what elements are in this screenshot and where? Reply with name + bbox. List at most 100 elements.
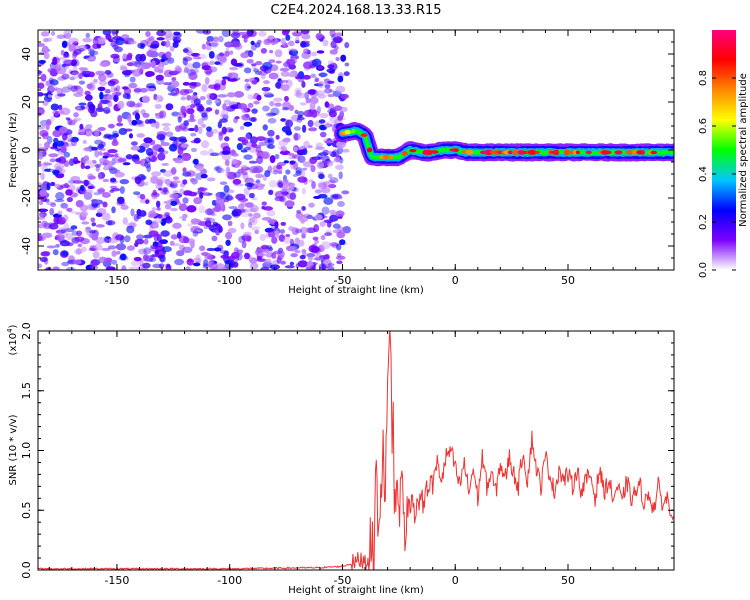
noise-speckle xyxy=(70,210,79,215)
noise-speckle xyxy=(300,30,310,35)
noise-speckle xyxy=(146,50,155,58)
noise-speckle xyxy=(257,182,262,187)
noise-speckle xyxy=(112,95,118,101)
noise-speckle xyxy=(139,87,148,93)
noise-speckle xyxy=(44,198,50,203)
noise-speckle xyxy=(145,147,154,157)
noise-speckle xyxy=(209,93,218,100)
noise-speckle xyxy=(84,165,91,170)
noise-speckle xyxy=(331,33,336,42)
noise-speckle xyxy=(52,266,60,270)
noise-speckle xyxy=(289,261,295,266)
noise-speckle xyxy=(263,66,272,74)
noise-speckle xyxy=(194,124,199,133)
noise-speckle xyxy=(248,192,255,199)
noise-speckles xyxy=(38,30,351,270)
noise-speckle xyxy=(133,88,142,93)
noise-speckle xyxy=(55,191,65,201)
noise-speckle xyxy=(128,133,134,139)
noise-speckle xyxy=(315,257,325,261)
noise-speckle xyxy=(164,40,171,48)
noise-speckle xyxy=(94,150,100,158)
noise-speckle xyxy=(155,200,161,208)
noise-speckle xyxy=(204,68,213,75)
noise-speckle xyxy=(236,249,244,254)
noise-speckle xyxy=(238,235,246,244)
noise-speckle xyxy=(102,178,110,183)
noise-speckle xyxy=(193,197,203,205)
noise-speckle xyxy=(38,162,42,167)
noise-speckle xyxy=(113,94,119,102)
noise-speckle xyxy=(241,240,247,249)
noise-speckle xyxy=(116,196,125,205)
noise-speckle xyxy=(231,158,238,165)
noise-speckle xyxy=(240,201,246,206)
noise-speckle xyxy=(45,123,50,131)
noise-speckle xyxy=(212,221,219,227)
noise-speckle xyxy=(278,182,284,188)
noise-speckle xyxy=(224,159,230,167)
noise-speckle xyxy=(136,102,143,108)
noise-speckle xyxy=(174,258,185,266)
noise-speckle xyxy=(38,59,46,64)
noise-speckle xyxy=(225,166,231,174)
noise-speckle xyxy=(152,219,163,224)
noise-speckle xyxy=(130,141,138,146)
noise-speckle xyxy=(165,263,171,268)
noise-speckle xyxy=(223,197,230,203)
noise-speckle xyxy=(128,266,139,270)
noise-speckle xyxy=(138,210,147,217)
spectrogram-y-tick-label: 20 xyxy=(20,95,33,109)
noise-speckle xyxy=(124,128,133,132)
noise-speckle xyxy=(165,51,172,59)
noise-speckle xyxy=(49,158,56,163)
noise-speckle xyxy=(250,204,260,213)
snr-x-axis-label: Height of straight line (km) xyxy=(288,585,424,596)
noise-speckle xyxy=(274,221,279,229)
noise-speckle xyxy=(297,76,305,83)
noise-speckle xyxy=(233,90,245,98)
noise-speckle xyxy=(240,211,251,218)
noise-speckle xyxy=(251,167,262,174)
noise-speckle xyxy=(81,70,86,77)
noise-speckle xyxy=(336,260,343,265)
noise-speckle xyxy=(143,247,152,255)
noise-speckle xyxy=(221,203,226,212)
noise-speckle xyxy=(114,153,119,158)
snr-panel: -150 -100 -50 0 50 0.0 0.5 1.0 1.5 2.0 Height of… xyxy=(6,322,675,596)
noise-speckle xyxy=(279,150,291,156)
noise-speckle xyxy=(147,37,154,41)
noise-speckle xyxy=(267,231,276,238)
colorbar-strip xyxy=(712,30,736,270)
noise-speckle xyxy=(254,229,259,235)
noise-speckle xyxy=(208,51,215,59)
noise-speckle xyxy=(213,247,222,252)
noise-speckle xyxy=(310,246,320,253)
noise-speckle xyxy=(227,72,233,79)
noise-speckle xyxy=(85,189,93,195)
noise-speckle xyxy=(316,105,321,114)
noise-speckle xyxy=(272,38,279,45)
noise-speckle xyxy=(188,72,198,80)
ridge-peak xyxy=(389,154,394,160)
noise-speckle xyxy=(49,207,55,216)
noise-speckle xyxy=(197,118,204,126)
noise-speckle xyxy=(224,172,230,177)
noise-speckle xyxy=(315,142,323,149)
noise-speckle xyxy=(278,140,288,147)
snr-frame xyxy=(37,330,675,571)
noise-speckle xyxy=(98,71,104,77)
noise-speckle xyxy=(114,46,123,53)
noise-speckle xyxy=(163,187,168,194)
noise-speckle xyxy=(288,104,294,112)
spectrogram-y-tick-label: -20 xyxy=(20,189,33,207)
noise-speckle xyxy=(302,61,314,69)
noise-speckle xyxy=(40,73,47,82)
noise-speckle xyxy=(292,173,298,177)
noise-speckle xyxy=(276,164,282,170)
noise-speckle xyxy=(38,143,43,147)
noise-speckle xyxy=(237,103,248,110)
noise-speckle xyxy=(184,63,195,71)
noise-speckle xyxy=(201,113,209,121)
